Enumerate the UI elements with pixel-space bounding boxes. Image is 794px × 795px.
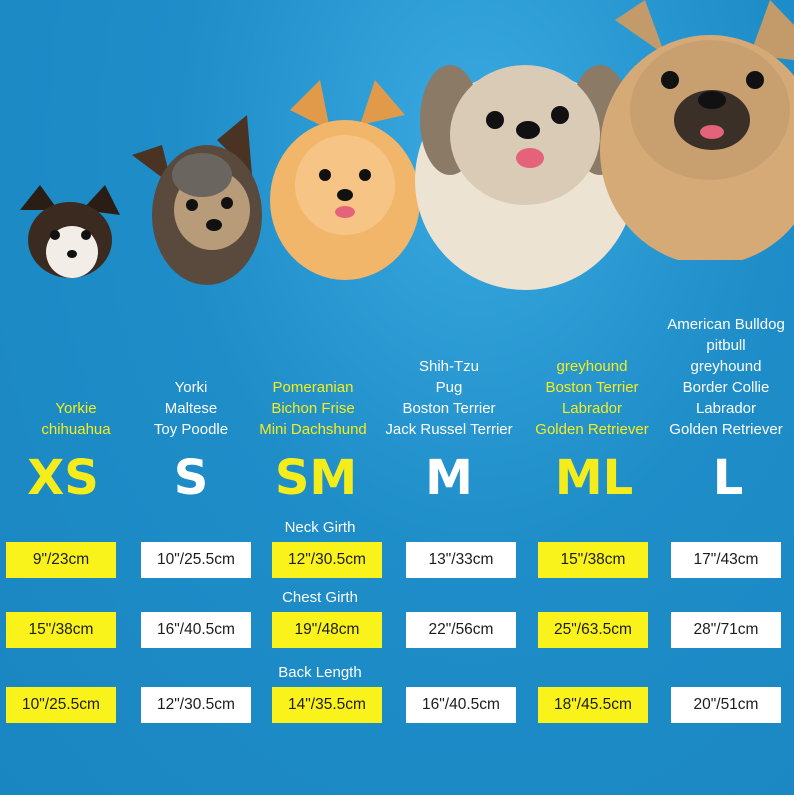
back-length-ml: 18"/45.5cm xyxy=(538,687,648,723)
breed-list-sm: Pomeranian Bichon Frise Mini Dachshund xyxy=(243,377,383,440)
breed-name: Boston Terrier xyxy=(545,379,639,396)
breed-name: Golden Retriever xyxy=(669,421,783,438)
size-label-l: L xyxy=(712,450,744,506)
chest-girth-l: 28"/71cm xyxy=(671,612,781,648)
breed-name: Yorki xyxy=(174,379,208,396)
breed-name: Pug xyxy=(435,379,463,396)
breed-list-l: American Bulldog pitbull greyhound Borde… xyxy=(656,314,794,440)
back-length-label: Back Length xyxy=(278,664,362,681)
neck-girth-ml: 15"/38cm xyxy=(538,542,648,578)
breed-name: Boston Terrier xyxy=(402,400,496,417)
neck-girth-l: 17"/43cm xyxy=(671,542,781,578)
size-label-xs: XS xyxy=(27,450,99,506)
breed-name: Bichon Frise xyxy=(271,400,355,417)
breed-list-s: Yorki Maltese Toy Poodle xyxy=(121,377,261,440)
size-label-sm: SM xyxy=(274,450,358,506)
chest-girth-label: Chest Girth xyxy=(282,589,358,606)
back-length-sm: 14"/35.5cm xyxy=(272,687,382,723)
chest-girth-sm: 19"/48cm xyxy=(272,612,382,648)
breed-lists: Yorkie chihuahua Yorki Maltese Toy Poodl… xyxy=(0,300,794,440)
neck-girth-label: Neck Girth xyxy=(284,519,356,536)
breed-name: Toy Poodle xyxy=(153,421,229,438)
chest-girth-xs: 15"/38cm xyxy=(6,612,116,648)
breed-name: Labrador xyxy=(695,400,757,417)
back-length-l: 20"/51cm xyxy=(671,687,781,723)
chest-girth-m: 22"/56cm xyxy=(406,612,516,648)
breed-name: Yorkie xyxy=(55,400,97,417)
pomeranian-photo xyxy=(270,80,420,280)
breed-name: chihuahua xyxy=(41,421,111,438)
breed-name: pitbull xyxy=(706,337,746,354)
neck-girth-xs: 9"/23cm xyxy=(6,542,116,578)
breed-list-ml: greyhound Boston Terrier Labrador Golden… xyxy=(522,356,662,440)
yorkie-photo xyxy=(132,115,262,285)
breed-name: Mini Dachshund xyxy=(259,421,367,438)
size-label-s: S xyxy=(173,450,209,506)
french-bulldog-photo xyxy=(600,0,794,260)
breed-name: greyhound xyxy=(556,358,628,375)
neck-girth-sm: 12"/30.5cm xyxy=(272,542,382,578)
chest-girth-s: 16"/40.5cm xyxy=(141,612,251,648)
size-label-ml: ML xyxy=(554,450,634,506)
breed-list-m: Shih-Tzu Pug Boston Terrier Jack Russel … xyxy=(379,356,519,440)
chihuahua-photo xyxy=(20,185,120,278)
breed-name: Border Collie xyxy=(682,379,770,396)
neck-girth-s: 10"/25.5cm xyxy=(141,542,251,578)
chest-girth-ml: 25"/63.5cm xyxy=(538,612,648,648)
back-length-m: 16"/40.5cm xyxy=(406,687,516,723)
breed-name: Pomeranian xyxy=(272,379,354,396)
neck-girth-m: 13"/33cm xyxy=(406,542,516,578)
breed-name: Labrador xyxy=(561,400,623,417)
breed-name: Shih-Tzu xyxy=(418,358,480,375)
breed-name: greyhound xyxy=(690,358,762,375)
breed-name: American Bulldog xyxy=(667,316,785,333)
breed-list-xs: Yorkie chihuahua xyxy=(6,398,146,440)
breed-name: Jack Russel Terrier xyxy=(385,421,513,438)
back-length-xs: 10"/25.5cm xyxy=(6,687,116,723)
breed-name: Maltese xyxy=(164,400,218,417)
back-length-s: 12"/30.5cm xyxy=(141,687,251,723)
size-label-m: M xyxy=(425,450,473,506)
breed-name: Golden Retriever xyxy=(535,421,649,438)
